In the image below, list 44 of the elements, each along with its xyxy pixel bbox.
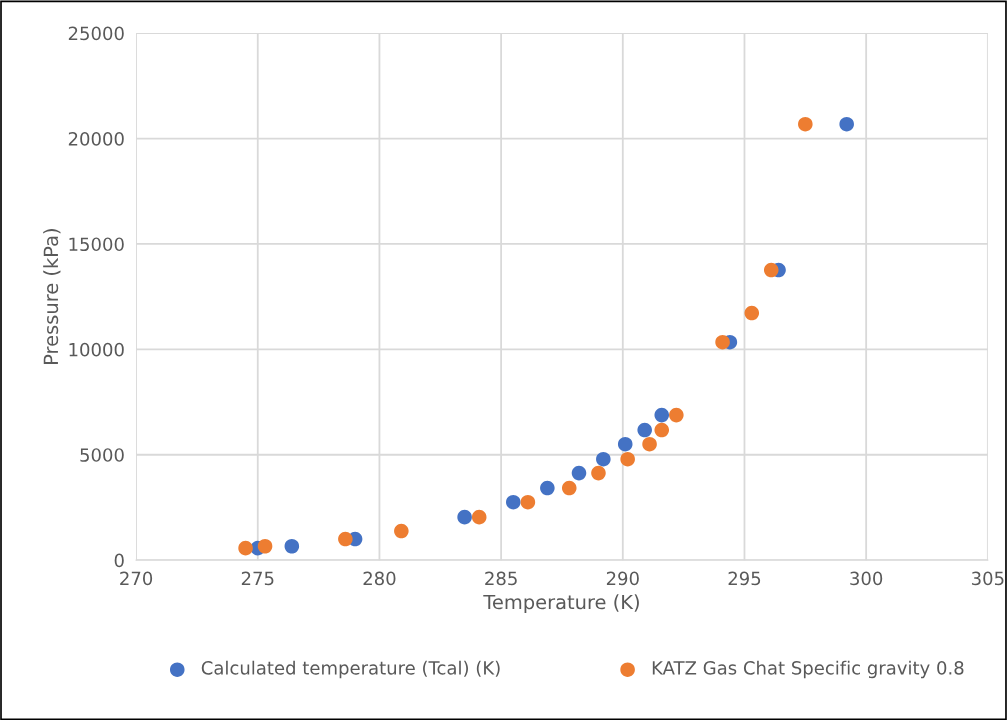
point: [642, 436, 657, 452]
point: [654, 407, 670, 423]
point: [506, 494, 521, 510]
point: [654, 422, 670, 438]
y-tick-label: 25000: [68, 26, 124, 41]
point: [839, 116, 854, 132]
point: [596, 451, 611, 467]
point: [763, 262, 779, 278]
point: [617, 436, 633, 452]
point: [620, 451, 635, 467]
point: [284, 538, 300, 554]
point: [715, 334, 730, 350]
x-tick-label: 275: [241, 571, 274, 586]
x-tick-label: 290: [606, 571, 639, 586]
point: [561, 480, 577, 496]
point: [540, 480, 555, 496]
y-tick-label: 10000: [69, 342, 124, 357]
legend-label: KATZ Gas Chat Specific gravity 0.8: [652, 660, 964, 679]
point: [520, 494, 536, 510]
legend-label: Calculated temperature (Tcal) (K): [201, 660, 500, 679]
y-tick-label: 20000: [68, 131, 124, 146]
point: [571, 465, 587, 481]
point: [257, 538, 273, 554]
y-axis-title: Pressure (kPa): [43, 229, 61, 364]
point: [637, 422, 652, 438]
point: [457, 509, 472, 525]
x-axis-title: Temperature (K): [483, 594, 639, 614]
point: [238, 540, 253, 556]
point: [669, 407, 684, 423]
y-tick-label: 0: [114, 553, 124, 568]
x-tick-label: 300: [850, 571, 883, 586]
x-tick-label: 295: [728, 571, 761, 586]
point: [338, 531, 353, 547]
x-tick-label: 270: [120, 571, 153, 586]
y-tick-label: 5000: [80, 448, 124, 462]
point: [471, 509, 487, 525]
x-tick-label: 280: [363, 571, 396, 586]
point: [798, 116, 813, 132]
point: [744, 305, 760, 321]
x-tick-label: 305: [971, 571, 1004, 586]
x-tick-label: 285: [485, 571, 517, 586]
point: [394, 523, 409, 539]
y-tick-label: 15000: [69, 237, 124, 252]
point: [591, 465, 606, 481]
